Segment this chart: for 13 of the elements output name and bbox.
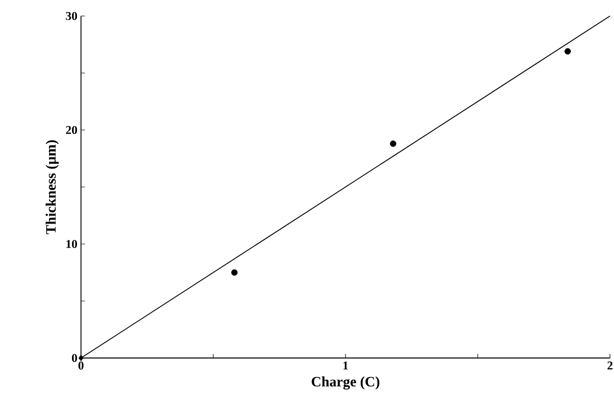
point: [390, 140, 396, 147]
x-tick-label: 1: [343, 362, 348, 370]
point: [231, 269, 238, 276]
x-tick-label: 2: [608, 362, 612, 370]
y-tick-label: 30: [66, 12, 78, 20]
y-axis-title: Thickness (µm): [46, 140, 59, 234]
x-tick-label: 0: [78, 362, 84, 370]
y-tick-label: 0: [72, 354, 78, 362]
point: [78, 354, 84, 362]
y-tick-label: 10: [66, 240, 78, 248]
y-tick-label: 20: [66, 126, 78, 134]
x-axis-title: Charge (C): [312, 376, 380, 390]
point: [564, 48, 571, 55]
